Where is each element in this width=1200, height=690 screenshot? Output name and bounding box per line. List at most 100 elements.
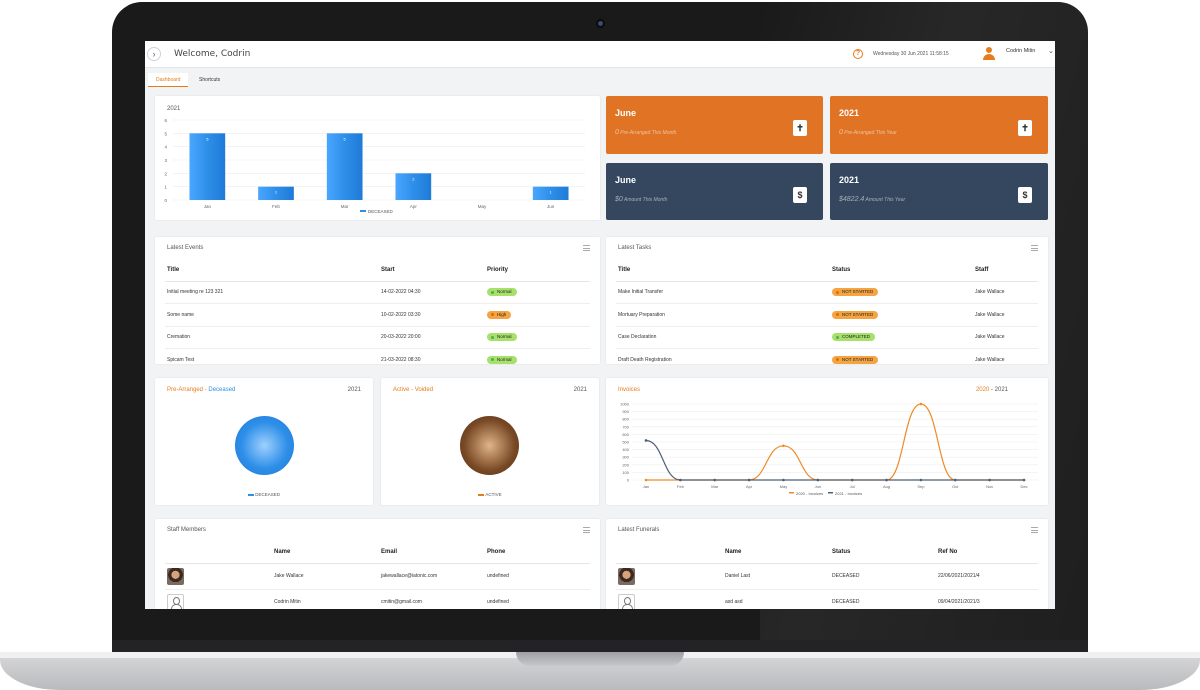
y-tick-label: 1 xyxy=(164,185,167,190)
status-badge-label: COMPLETED xyxy=(842,334,871,340)
table-row[interactable]: Case Declaration COMPLETED Jake Wallace xyxy=(616,326,1038,349)
column-header-phone[interactable]: Phone xyxy=(485,541,590,564)
invoices-year-a: 2020 xyxy=(975,387,990,393)
column-header-ref-no[interactable]: Ref No xyxy=(936,541,1038,564)
tab-shortcuts[interactable]: Shortcuts xyxy=(199,77,221,83)
tile-prearranged-month[interactable]: June 0 Pre-Arranged This Month ✝ xyxy=(606,96,823,154)
help-icon[interactable]: ? xyxy=(853,49,863,59)
x-tick-label: Jun xyxy=(815,484,821,489)
column-header-status[interactable]: Status xyxy=(830,541,936,564)
latest-events-card: Latest Events Title Start Priority Initi… xyxy=(155,237,600,364)
sidebar-toggle-button[interactable]: › xyxy=(147,47,161,61)
table-row[interactable]: Draft Death Registration NOT STARTED Jake … xyxy=(616,348,1038,364)
column-header-name[interactable]: Name xyxy=(272,541,379,564)
data-point[interactable] xyxy=(644,478,648,482)
data-point[interactable] xyxy=(953,478,957,482)
active-pie-slice[interactable] xyxy=(460,416,519,475)
task-staff: Jake Wallace xyxy=(973,326,1038,349)
column-header-status[interactable]: Status xyxy=(830,259,973,282)
column-header-title[interactable]: Title xyxy=(616,259,830,282)
table-row[interactable]: asd asd DECEASED 09/04/2021/2021/3 xyxy=(616,589,1038,609)
bar-legend-label: DECEASED xyxy=(368,209,394,214)
avatar-cell xyxy=(616,589,723,609)
event-title: Cremation xyxy=(165,326,379,349)
tile-amount-month[interactable]: June $0 Amount This Month $ xyxy=(606,163,823,220)
cross-icon: ✝ xyxy=(793,120,807,136)
column-header-start[interactable]: Start xyxy=(379,259,485,282)
deceased-bar-chart: 2021 0 1 2 3 4 5 6 5 Jan 1 Feb 5 Mar 2 Apr May 1 Jun DECEAS… xyxy=(164,106,585,214)
x-tick-label: Jan xyxy=(643,484,649,489)
data-point[interactable] xyxy=(919,402,923,406)
data-point[interactable] xyxy=(1022,478,1026,482)
staff-email[interactable]: cmitin@gmail.com xyxy=(379,589,485,609)
bar[interactable] xyxy=(258,186,294,200)
status-badge: Normal xyxy=(487,288,517,297)
data-point[interactable] xyxy=(816,478,820,482)
status-badge: NOT STARTED xyxy=(832,310,879,319)
legend-swatch xyxy=(478,493,485,496)
chevron-down-icon[interactable]: ⌄ xyxy=(1048,48,1054,55)
avatar-cell xyxy=(165,589,272,609)
menu-icon[interactable] xyxy=(583,527,590,533)
bar-value-label: 1 xyxy=(275,190,278,195)
data-point[interactable] xyxy=(885,478,888,482)
data-point[interactable] xyxy=(850,478,854,482)
task-status: COMPLETED xyxy=(830,326,973,349)
data-point[interactable] xyxy=(919,478,923,482)
table-row[interactable]: Mortuary Preparation NOT STARTED Jake Wall… xyxy=(616,303,1038,327)
data-point[interactable] xyxy=(988,478,991,482)
status-badge: COMPLETED xyxy=(832,333,876,342)
bar[interactable] xyxy=(395,173,432,200)
column-header-staff[interactable]: Staff xyxy=(973,259,1038,282)
tile-caption: 0 Pre-Arranged This Month xyxy=(615,129,676,136)
x-tick-label: Aug xyxy=(883,484,890,489)
data-point[interactable] xyxy=(644,439,648,442)
staff-email[interactable]: jakewallace@iatonic.com xyxy=(379,563,485,590)
bar-chart-year: 2021 xyxy=(167,106,181,112)
tile-prearranged-year[interactable]: 2021 0 Pre-Arranged This Year ✝ xyxy=(830,96,1048,154)
avatar xyxy=(618,567,635,585)
table-row[interactable]: Daniel Last DECEASED 22/06/2021/2021/4 xyxy=(616,563,1038,590)
bar[interactable] xyxy=(326,133,363,200)
table-row[interactable]: Codrin Mitin cmitin@gmail.com undefined xyxy=(165,589,590,609)
table-row[interactable]: Spicam Test 21-03-2022 08:30 Normal xyxy=(165,348,590,364)
bar[interactable] xyxy=(189,133,226,200)
y-tick-label: 4 xyxy=(164,145,167,150)
cross-icon: ✝ xyxy=(1018,120,1032,136)
deceased-pie-slice[interactable] xyxy=(235,416,294,475)
column-header-email[interactable]: Email xyxy=(379,541,485,564)
user-icon[interactable] xyxy=(983,47,995,61)
menu-icon[interactable] xyxy=(1031,245,1038,251)
status-dot-icon xyxy=(491,290,494,294)
status-badge-label: Normal xyxy=(497,289,512,295)
data-point[interactable] xyxy=(782,444,785,448)
tile-title: June xyxy=(615,108,637,118)
x-tick-label: Dec xyxy=(1020,484,1027,489)
y-tick-label: 200 xyxy=(622,462,629,467)
table-row[interactable]: Some name 10-02-2022 03:30 High xyxy=(165,303,590,327)
funeral-status: DECEASED xyxy=(830,589,936,609)
table-row[interactable]: Make Initial Transfer NOT STARTED Jake Wal… xyxy=(616,281,1038,304)
bar[interactable] xyxy=(532,186,569,200)
pie-title-b: Voided xyxy=(414,387,434,393)
pie-legend-label: DECEASED xyxy=(255,492,281,497)
table-row[interactable]: Initial meeting re 123 321 14-02-2022 04:… xyxy=(165,281,590,304)
avatar-cell xyxy=(165,563,272,590)
legend-swatch xyxy=(828,492,833,494)
data-point[interactable] xyxy=(747,478,751,482)
table-row[interactable]: Jake Wallace jakewallace@iatonic.com undef… xyxy=(165,563,590,590)
user-name[interactable]: Codrin Mitin xyxy=(1006,48,1036,54)
table-row[interactable]: Cremation 20-03-2022 20:00 Normal xyxy=(165,326,590,349)
tab-dashboard[interactable]: Dashboard xyxy=(148,73,189,87)
tile-amount-year[interactable]: 2021 $4822.4 Amount This Year $ xyxy=(830,163,1048,220)
data-point[interactable] xyxy=(782,478,785,482)
data-point[interactable] xyxy=(679,478,682,482)
menu-icon[interactable] xyxy=(1031,527,1038,533)
column-header-priority[interactable]: Priority xyxy=(485,259,590,282)
column-header-name[interactable]: Name xyxy=(723,541,830,564)
menu-icon[interactable] xyxy=(583,245,590,251)
task-status: NOT STARTED xyxy=(830,281,973,304)
event-start: 10-02-2022 03:30 xyxy=(379,303,485,327)
column-header-title[interactable]: Title xyxy=(165,259,379,282)
data-point[interactable] xyxy=(713,478,717,482)
